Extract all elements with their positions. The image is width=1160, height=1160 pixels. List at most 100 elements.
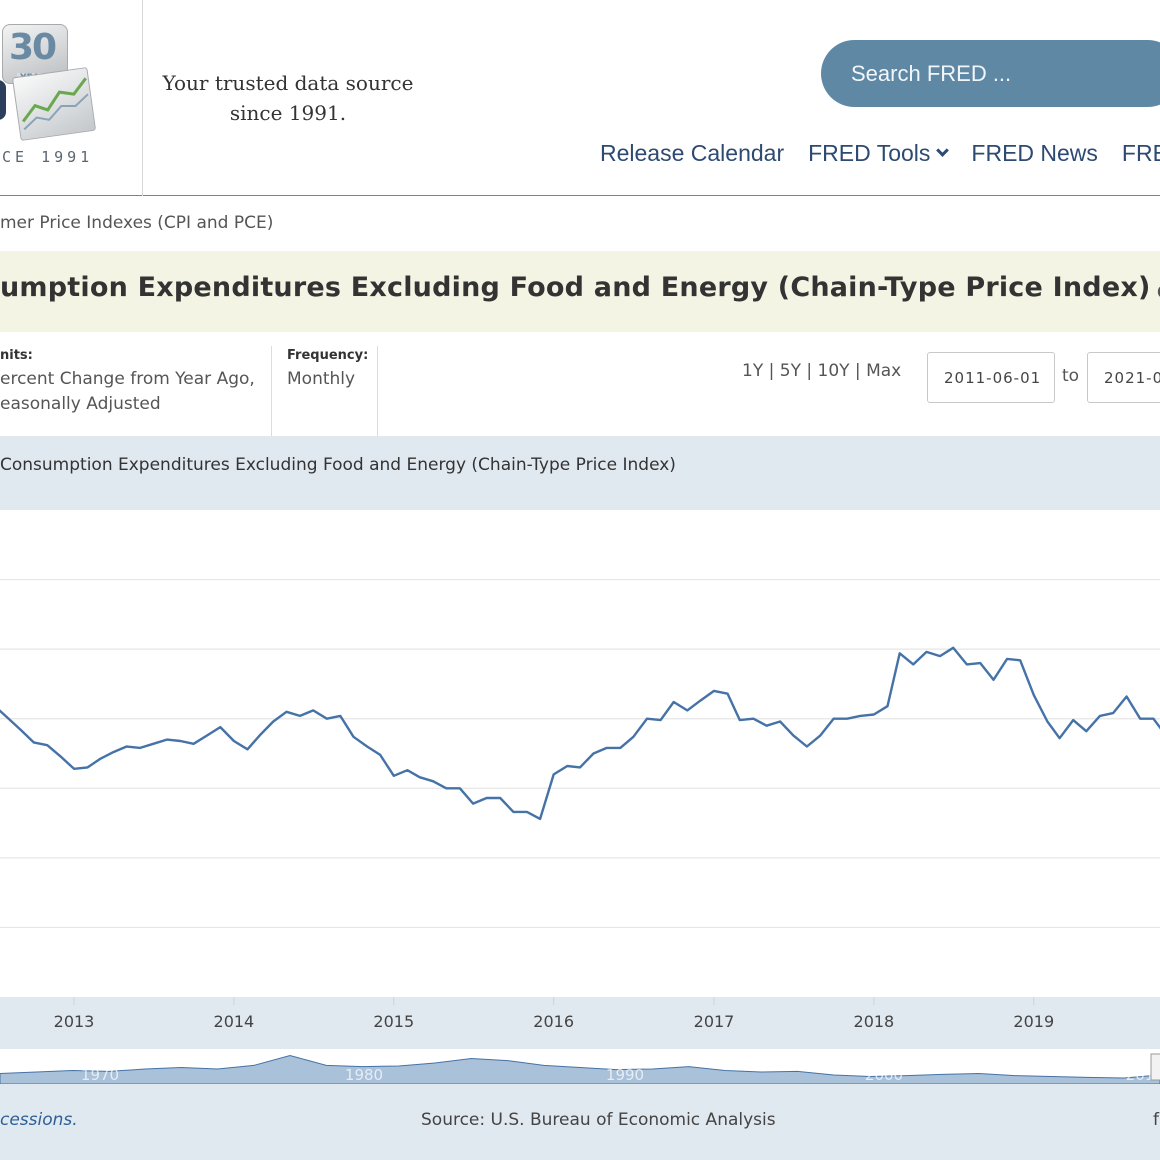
nav-fred-more[interactable]: FRE	[1122, 136, 1160, 170]
data-point[interactable]	[1085, 730, 1087, 732]
breadcrumb[interactable]: mer Price Indexes (CPI and PCE)	[0, 213, 274, 233]
nav-fred-news[interactable]: FRED News	[971, 136, 1098, 170]
data-point[interactable]	[59, 755, 61, 757]
data-point[interactable]	[512, 811, 514, 813]
data-point[interactable]	[979, 662, 981, 664]
data-point[interactable]	[6, 716, 8, 718]
data-point[interactable]	[899, 652, 901, 654]
data-point[interactable]	[632, 736, 634, 738]
data-point[interactable]	[1058, 737, 1060, 739]
data-point[interactable]	[166, 738, 168, 740]
data-point[interactable]	[472, 802, 474, 804]
data-point[interactable]	[179, 740, 181, 742]
data-point[interactable]	[819, 734, 821, 736]
range-max[interactable]: Max	[866, 361, 902, 381]
data-point[interactable]	[765, 725, 767, 727]
range-10y[interactable]: 10Y	[817, 361, 850, 381]
data-point[interactable]	[619, 747, 621, 749]
data-point[interactable]	[713, 690, 715, 692]
data-point[interactable]	[1125, 695, 1127, 697]
data-point[interactable]	[233, 740, 235, 742]
recessions-link[interactable]: cessions.	[0, 1110, 78, 1130]
data-point[interactable]	[73, 768, 75, 770]
data-point[interactable]	[832, 718, 834, 720]
data-point[interactable]	[1099, 715, 1101, 717]
data-point[interactable]	[939, 655, 941, 657]
data-point[interactable]	[406, 769, 408, 771]
data-point[interactable]	[393, 775, 395, 777]
data-point[interactable]	[992, 679, 994, 681]
data-point[interactable]	[886, 705, 888, 707]
end-date-input[interactable]	[1087, 352, 1160, 403]
data-point[interactable]	[418, 776, 420, 778]
start-date-input[interactable]	[927, 352, 1055, 403]
data-point[interactable]	[779, 720, 781, 722]
data-point[interactable]	[646, 718, 648, 720]
data-point[interactable]	[579, 766, 581, 768]
data-point[interactable]	[952, 647, 954, 649]
units-value[interactable]: ercent Change from Year Ago, easonally A…	[0, 367, 271, 417]
data-point[interactable]	[206, 734, 208, 736]
data-point[interactable]	[246, 748, 248, 750]
data-point[interactable]	[526, 811, 528, 813]
data-point[interactable]	[46, 744, 48, 746]
data-point[interactable]	[592, 752, 594, 754]
data-point[interactable]	[326, 718, 328, 720]
data-point[interactable]	[699, 699, 701, 701]
data-point[interactable]	[339, 715, 341, 717]
range-1y[interactable]: 1Y	[742, 361, 764, 381]
data-point[interactable]	[539, 818, 541, 820]
data-point[interactable]	[299, 715, 301, 717]
search-bar[interactable]	[821, 40, 1160, 107]
data-point[interactable]	[752, 718, 754, 720]
data-point[interactable]	[792, 734, 794, 736]
data-point[interactable]	[806, 745, 808, 747]
fred-logo[interactable]: 30 YEARS CE 1991	[0, 0, 143, 196]
data-point[interactable]	[445, 787, 447, 789]
frequency-value[interactable]: Monthly	[287, 369, 356, 389]
data-point[interactable]	[139, 747, 141, 749]
data-point[interactable]	[873, 713, 875, 715]
data-point[interactable]	[1006, 658, 1008, 660]
data-point[interactable]	[152, 743, 154, 745]
data-point[interactable]	[379, 754, 381, 756]
data-point[interactable]	[19, 729, 21, 731]
data-point[interactable]	[859, 715, 861, 717]
data-point[interactable]	[606, 747, 608, 749]
data-point[interactable]	[366, 745, 368, 747]
data-point[interactable]	[192, 743, 194, 745]
data-point[interactable]	[686, 709, 688, 711]
data-point[interactable]	[1033, 694, 1035, 696]
data-point[interactable]	[1152, 718, 1154, 720]
data-point[interactable]	[912, 663, 914, 665]
data-point[interactable]	[33, 741, 35, 743]
data-point[interactable]	[1072, 719, 1074, 721]
data-point[interactable]	[125, 745, 127, 747]
data-point[interactable]	[285, 711, 287, 713]
nav-release-calendar[interactable]: Release Calendar	[600, 136, 784, 170]
data-point[interactable]	[312, 709, 314, 711]
data-point[interactable]	[432, 780, 434, 782]
data-point[interactable]	[1019, 659, 1021, 661]
data-point[interactable]	[726, 693, 728, 695]
series-line[interactable]	[0, 646, 1160, 821]
search-input[interactable]	[851, 60, 1151, 87]
data-point[interactable]	[99, 758, 101, 760]
data-point[interactable]	[485, 797, 487, 799]
data-point[interactable]	[459, 787, 461, 789]
data-point[interactable]	[846, 718, 848, 720]
navigator-handle[interactable]	[1150, 1053, 1160, 1081]
range-5y[interactable]: 5Y	[779, 361, 801, 381]
data-point[interactable]	[1112, 712, 1114, 714]
data-point[interactable]	[219, 726, 221, 728]
data-point[interactable]	[259, 734, 261, 736]
data-point[interactable]	[566, 765, 568, 767]
data-point[interactable]	[499, 797, 501, 799]
data-point[interactable]	[966, 663, 968, 665]
data-point[interactable]	[659, 719, 661, 721]
data-point[interactable]	[1046, 720, 1048, 722]
data-point[interactable]	[86, 766, 88, 768]
data-point[interactable]	[352, 736, 354, 738]
data-point[interactable]	[1139, 718, 1141, 720]
